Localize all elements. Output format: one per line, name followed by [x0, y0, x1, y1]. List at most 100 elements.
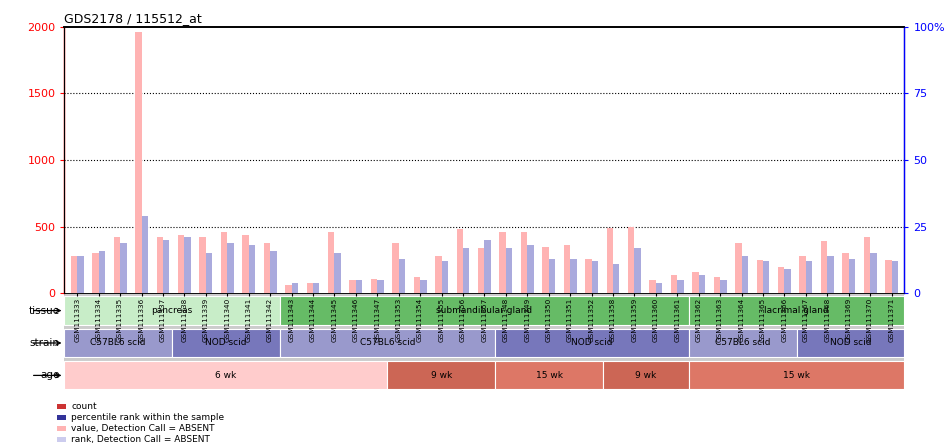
Text: 9 wk: 9 wk	[635, 371, 656, 380]
Bar	[656, 283, 662, 293]
Text: 15 wk: 15 wk	[783, 371, 811, 380]
Text: strain: strain	[29, 338, 60, 348]
Bar	[799, 256, 806, 293]
Bar	[279, 329, 495, 357]
Bar	[135, 32, 141, 293]
Bar	[98, 251, 105, 293]
Bar	[242, 235, 249, 293]
Bar	[821, 242, 828, 293]
Bar	[763, 262, 769, 293]
Bar	[796, 329, 904, 357]
Bar	[689, 329, 796, 357]
Bar	[485, 240, 491, 293]
Text: C57BL6 scid: C57BL6 scid	[360, 338, 415, 348]
Bar	[334, 254, 341, 293]
Text: 9 wk: 9 wk	[431, 371, 452, 380]
Bar	[478, 248, 485, 293]
Bar	[548, 259, 555, 293]
Bar	[585, 259, 592, 293]
Text: rank, Detection Call = ABSENT: rank, Detection Call = ABSENT	[71, 435, 210, 444]
Bar	[435, 256, 441, 293]
Text: percentile rank within the sample: percentile rank within the sample	[71, 413, 224, 422]
Bar	[64, 297, 279, 325]
Bar	[141, 216, 148, 293]
Bar	[57, 437, 66, 442]
Bar	[634, 248, 641, 293]
Bar	[441, 262, 448, 293]
Bar	[463, 248, 470, 293]
Bar	[279, 297, 689, 325]
Bar	[172, 329, 279, 357]
Bar	[120, 243, 127, 293]
Bar	[670, 275, 677, 293]
Bar	[414, 278, 420, 293]
Bar	[506, 248, 512, 293]
Bar	[285, 285, 292, 293]
Bar	[742, 256, 748, 293]
Bar	[692, 272, 699, 293]
Text: NOD scid: NOD scid	[830, 338, 871, 348]
Bar	[221, 232, 227, 293]
Bar	[891, 262, 898, 293]
Bar	[78, 256, 83, 293]
Text: GDS2178 / 115512_at: GDS2178 / 115512_at	[64, 12, 202, 25]
Bar	[606, 228, 613, 293]
Bar	[377, 280, 384, 293]
Text: pancreas: pancreas	[152, 306, 192, 315]
Bar	[689, 297, 904, 325]
Bar	[885, 260, 891, 293]
Bar	[521, 232, 527, 293]
Text: tissue: tissue	[28, 305, 60, 316]
Bar	[313, 283, 319, 293]
Bar	[270, 251, 277, 293]
Text: count: count	[71, 402, 97, 411]
Bar	[842, 254, 849, 293]
Bar	[777, 267, 784, 293]
Bar	[650, 280, 656, 293]
Bar	[699, 275, 706, 293]
Bar	[249, 246, 255, 293]
Bar	[114, 238, 120, 293]
Bar	[64, 361, 387, 389]
Bar	[292, 283, 298, 293]
Bar	[543, 247, 548, 293]
Text: C57BL6 scid: C57BL6 scid	[715, 338, 771, 348]
Bar	[495, 329, 689, 357]
Bar	[570, 259, 577, 293]
Text: 15 wk: 15 wk	[535, 371, 563, 380]
Bar	[784, 270, 791, 293]
Bar	[227, 243, 234, 293]
Bar	[456, 230, 463, 293]
Bar	[163, 240, 170, 293]
Bar	[828, 256, 833, 293]
Bar	[92, 254, 98, 293]
Bar	[849, 259, 855, 293]
Bar	[806, 262, 813, 293]
Bar	[356, 280, 363, 293]
Bar	[178, 235, 185, 293]
Text: 6 wk: 6 wk	[215, 371, 237, 380]
Bar	[499, 232, 506, 293]
Bar	[689, 361, 904, 389]
Bar	[57, 404, 66, 409]
Bar	[628, 227, 634, 293]
Bar	[603, 361, 689, 389]
Bar	[57, 415, 66, 420]
Bar	[613, 264, 619, 293]
Text: C57BL6 scid: C57BL6 scid	[91, 338, 146, 348]
Bar	[527, 246, 534, 293]
Text: lacrimal gland: lacrimal gland	[764, 306, 829, 315]
Bar	[349, 280, 356, 293]
Bar	[307, 283, 313, 293]
Bar	[57, 426, 66, 431]
Bar	[677, 280, 684, 293]
Bar	[392, 243, 399, 293]
Bar	[495, 361, 603, 389]
Bar	[263, 243, 270, 293]
Bar	[64, 329, 172, 357]
Text: age: age	[41, 370, 60, 381]
Bar	[864, 238, 870, 293]
Text: submandibular gland: submandibular gland	[437, 306, 532, 315]
Bar	[714, 278, 720, 293]
Bar	[735, 243, 742, 293]
